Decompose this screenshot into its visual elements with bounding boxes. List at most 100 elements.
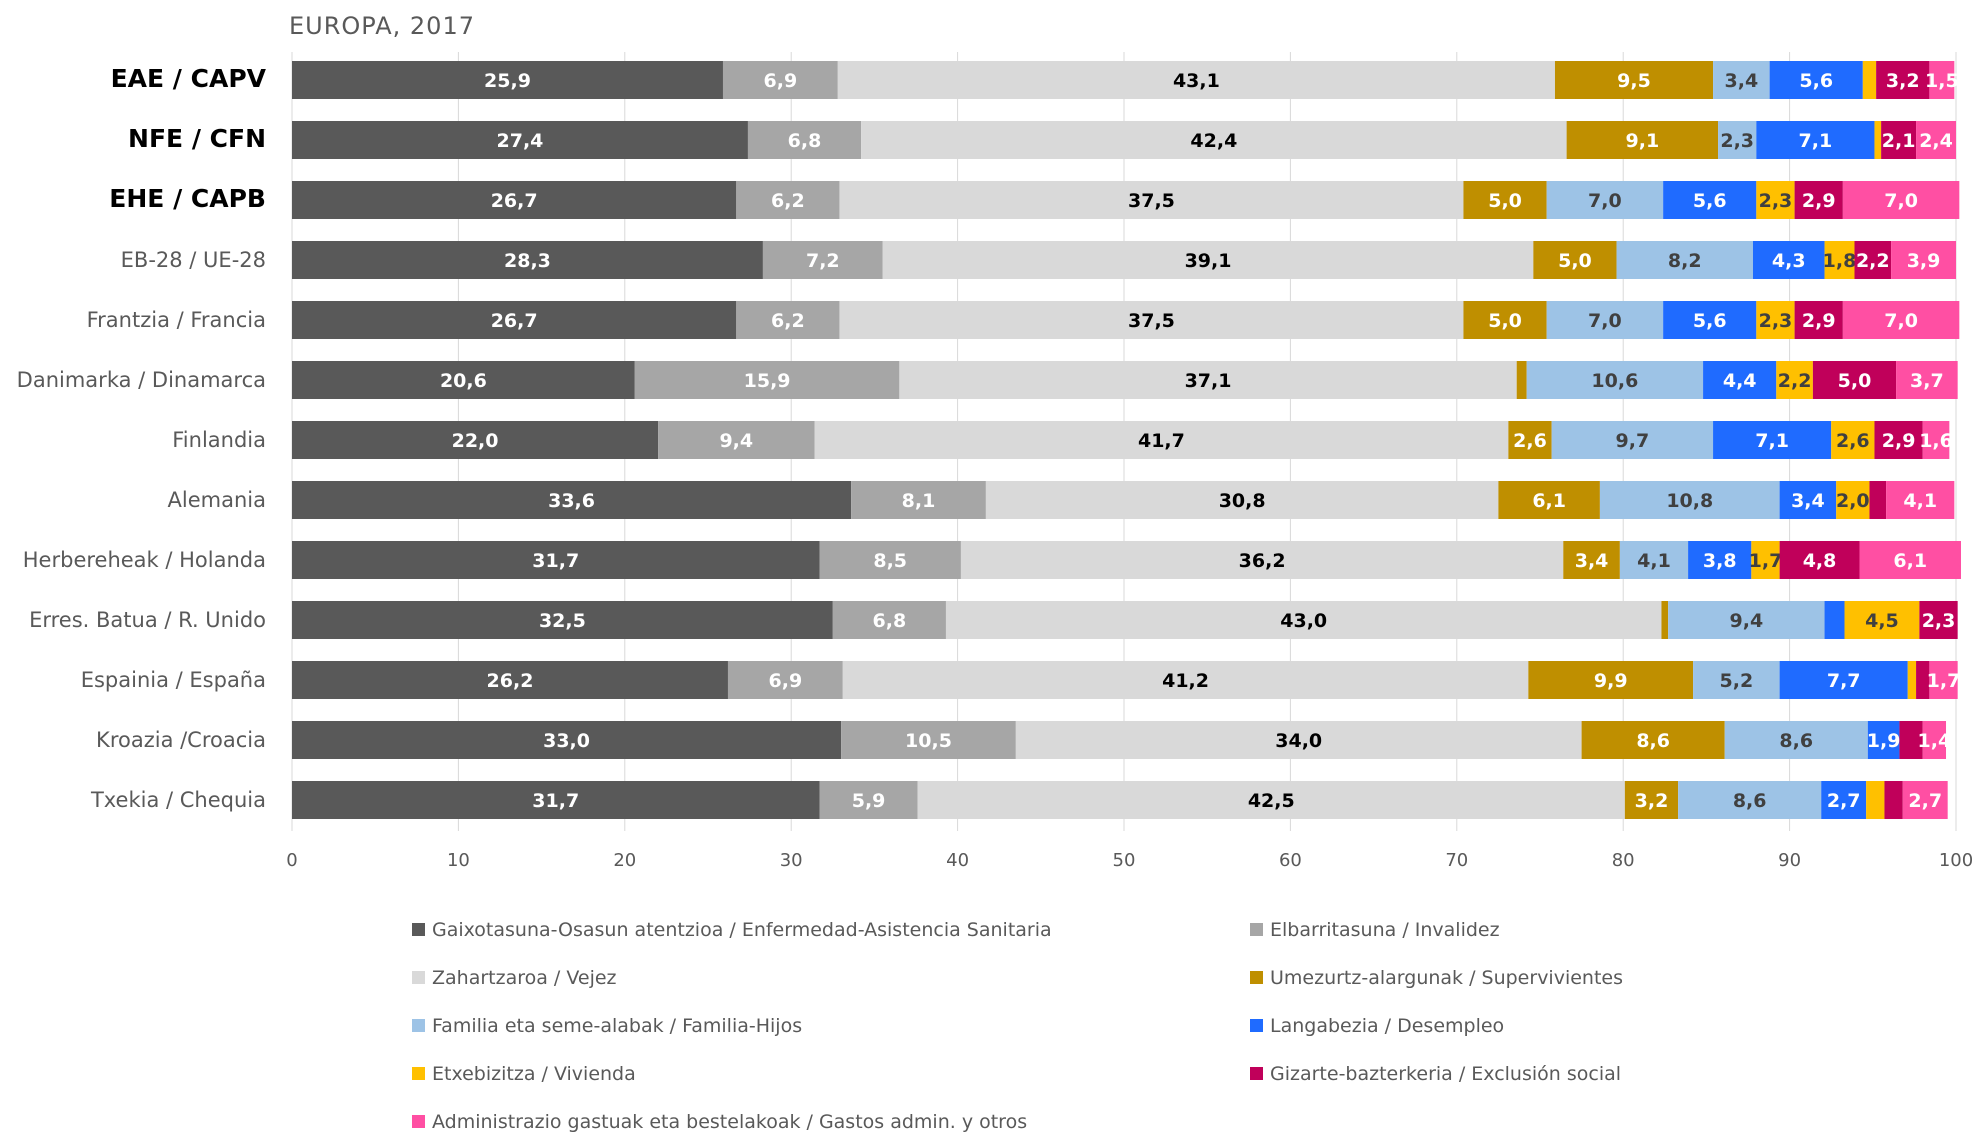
- data-label: 2,3: [1759, 310, 1793, 332]
- data-label: 9,4: [1730, 610, 1764, 632]
- data-label: 2,0: [1836, 490, 1870, 512]
- data-label: 8,6: [1636, 730, 1670, 752]
- data-label: 2,9: [1802, 190, 1836, 212]
- data-label: 2,3: [1720, 130, 1754, 152]
- bar-segment: [1862, 61, 1877, 99]
- bar-segment: [762, 241, 883, 279]
- bar-segment: [1794, 181, 1843, 219]
- data-label: 10,5: [905, 730, 952, 752]
- bar-segment: [1528, 661, 1694, 699]
- bar-segment: [1842, 181, 1960, 219]
- bar-segment: [1899, 721, 1923, 759]
- bar-segment: [1821, 781, 1867, 819]
- bar-segment: [1551, 421, 1714, 459]
- bar-segment: [1794, 301, 1843, 339]
- data-label: 31,7: [532, 790, 579, 812]
- category-label: NFE / CFN: [128, 124, 266, 153]
- bar-segment: [1713, 421, 1832, 459]
- data-label: 8,2: [1668, 250, 1702, 272]
- bar-segment: [1516, 361, 1527, 399]
- bar-segment: [1824, 601, 1845, 639]
- bar-segment: [1916, 121, 1956, 159]
- data-label: 5,0: [1488, 310, 1522, 332]
- data-label: 3,2: [1635, 790, 1669, 812]
- x-tick-label: 30: [780, 850, 803, 871]
- bar-segment: [1616, 241, 1753, 279]
- data-label: 37,5: [1128, 310, 1175, 332]
- data-label: 2,2: [1778, 370, 1812, 392]
- bar-segment: [1891, 241, 1956, 279]
- bar-segment: [1624, 781, 1679, 819]
- bar-segment: [292, 721, 842, 759]
- bar-segment: [1867, 721, 1900, 759]
- data-label: 3,7: [1910, 370, 1944, 392]
- bar-segment: [1876, 61, 1930, 99]
- bar-segment: [832, 601, 946, 639]
- data-label: 6,8: [788, 130, 822, 152]
- data-label: 26,7: [491, 190, 538, 212]
- data-label: 10,8: [1666, 490, 1713, 512]
- data-label: 7,1: [1799, 130, 1833, 152]
- data-label: 3,4: [1575, 550, 1609, 572]
- legend-entry: Administrazio gastuak eta bestelakoak / …: [432, 1111, 1027, 1133]
- bar-segment: [634, 361, 900, 399]
- data-label: 5,0: [1838, 370, 1872, 392]
- legend-swatch: [1250, 1067, 1263, 1080]
- data-label: 8,6: [1779, 730, 1813, 752]
- bar-segment: [1824, 241, 1855, 279]
- data-label: 28,3: [504, 250, 551, 272]
- bar-segment: [1508, 421, 1552, 459]
- bar-segment: [292, 181, 737, 219]
- bar-segment: [1533, 241, 1617, 279]
- data-label: 41,7: [1138, 430, 1185, 452]
- bar-segment: [1922, 721, 1947, 759]
- bar-segment: [1831, 421, 1875, 459]
- bar-segment: [1463, 301, 1547, 339]
- category-label: Herbereheak / Holanda: [23, 548, 266, 572]
- data-label: 42,5: [1248, 790, 1295, 812]
- bar-segment: [1779, 481, 1837, 519]
- data-label: 3,4: [1725, 70, 1759, 92]
- category-label: EHE / CAPB: [109, 184, 266, 213]
- legend: Gaixotasuna-Osasun atentzioa / Enfermeda…: [412, 919, 1623, 1133]
- x-tick-label: 20: [613, 850, 636, 871]
- data-label: 43,0: [1280, 610, 1327, 632]
- legend-swatch: [1250, 1019, 1263, 1032]
- bar-segment: [1619, 541, 1689, 579]
- bar-segment: [917, 781, 1625, 819]
- legend-swatch: [1250, 971, 1263, 984]
- bar-segment: [1902, 781, 1948, 819]
- bar-segment: [839, 181, 1464, 219]
- bar-segment: [1688, 541, 1752, 579]
- data-label: 7,0: [1588, 310, 1622, 332]
- bar-segment: [1869, 481, 1887, 519]
- data-label: 2,1: [1882, 130, 1916, 152]
- data-label: 2,3: [1922, 610, 1956, 632]
- data-label: 31,7: [532, 550, 579, 572]
- data-label: 2,6: [1836, 430, 1870, 452]
- bar-segment: [1724, 721, 1868, 759]
- legend-entry: Gizarte-bazterkeria / Exclusión social: [1270, 1063, 1621, 1085]
- data-label: 4,3: [1772, 250, 1806, 272]
- bar-segment: [292, 361, 635, 399]
- data-label: 9,1: [1626, 130, 1660, 152]
- bar-segment: [1546, 301, 1664, 339]
- bar-segment: [292, 541, 820, 579]
- bar-segment: [814, 421, 1509, 459]
- x-tick-label: 100: [1939, 850, 1973, 871]
- data-label: 7,7: [1827, 670, 1861, 692]
- bar-segment: [1874, 421, 1923, 459]
- bar-segment: [1526, 361, 1704, 399]
- bar-segment: [1751, 541, 1780, 579]
- bar-segment: [1779, 541, 1860, 579]
- bar-segment: [1922, 421, 1950, 459]
- data-label: 25,9: [484, 70, 531, 92]
- bar-segment: [985, 481, 1499, 519]
- bar-segment: [1599, 481, 1780, 519]
- bar-segment: [1566, 121, 1719, 159]
- bar-segment: [899, 361, 1517, 399]
- bar-segment: [839, 301, 1464, 339]
- legend-entry: Familia eta seme-alabak / Familia-Hijos: [432, 1015, 802, 1037]
- data-label: 7,0: [1588, 190, 1622, 212]
